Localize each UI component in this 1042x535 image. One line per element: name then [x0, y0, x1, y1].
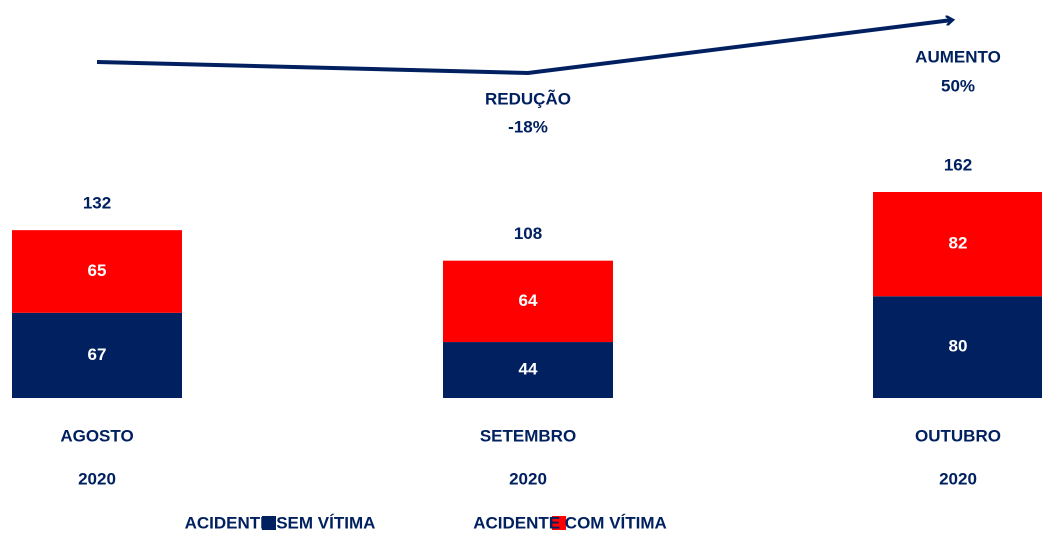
value-label: 64 — [519, 291, 538, 310]
total-label: 162 — [944, 155, 972, 174]
bar-segment — [443, 260, 613, 343]
bar-segment — [12, 312, 182, 398]
bar-segment — [443, 342, 613, 398]
legend-swatch — [552, 516, 566, 530]
x-tick-label: 2020 — [509, 469, 547, 488]
x-tick-label: 2020 — [939, 469, 977, 488]
x-tick-label: 2020 — [78, 469, 116, 488]
x-tick-label: AGOSTO — [60, 426, 133, 445]
legend-label: ACIDENTE SEM VÍTIMA — [185, 513, 376, 532]
legend-swatch — [262, 516, 276, 530]
bar-segment — [873, 296, 1042, 398]
trend-arrow — [96, 20, 952, 76]
value-label: 80 — [949, 337, 968, 356]
total-label: 108 — [514, 224, 542, 243]
x-tick-label: SETEMBRO — [480, 426, 576, 445]
annotation: REDUÇÃO — [485, 88, 571, 108]
annotation: -18% — [508, 117, 548, 136]
x-tick-label: OUTUBRO — [915, 426, 1001, 445]
annotation: AUMENTO — [915, 47, 1001, 66]
bar-segment — [12, 230, 182, 313]
value-label: 44 — [519, 360, 538, 379]
bar-segment — [873, 192, 1042, 297]
annotation: 50% — [941, 76, 975, 95]
value-label: 82 — [949, 234, 968, 253]
value-label: 67 — [88, 345, 107, 364]
total-label: 132 — [83, 194, 111, 213]
legend-label: ACIDENTE COM VÍTIMA — [473, 513, 667, 532]
value-label: 65 — [88, 261, 107, 280]
